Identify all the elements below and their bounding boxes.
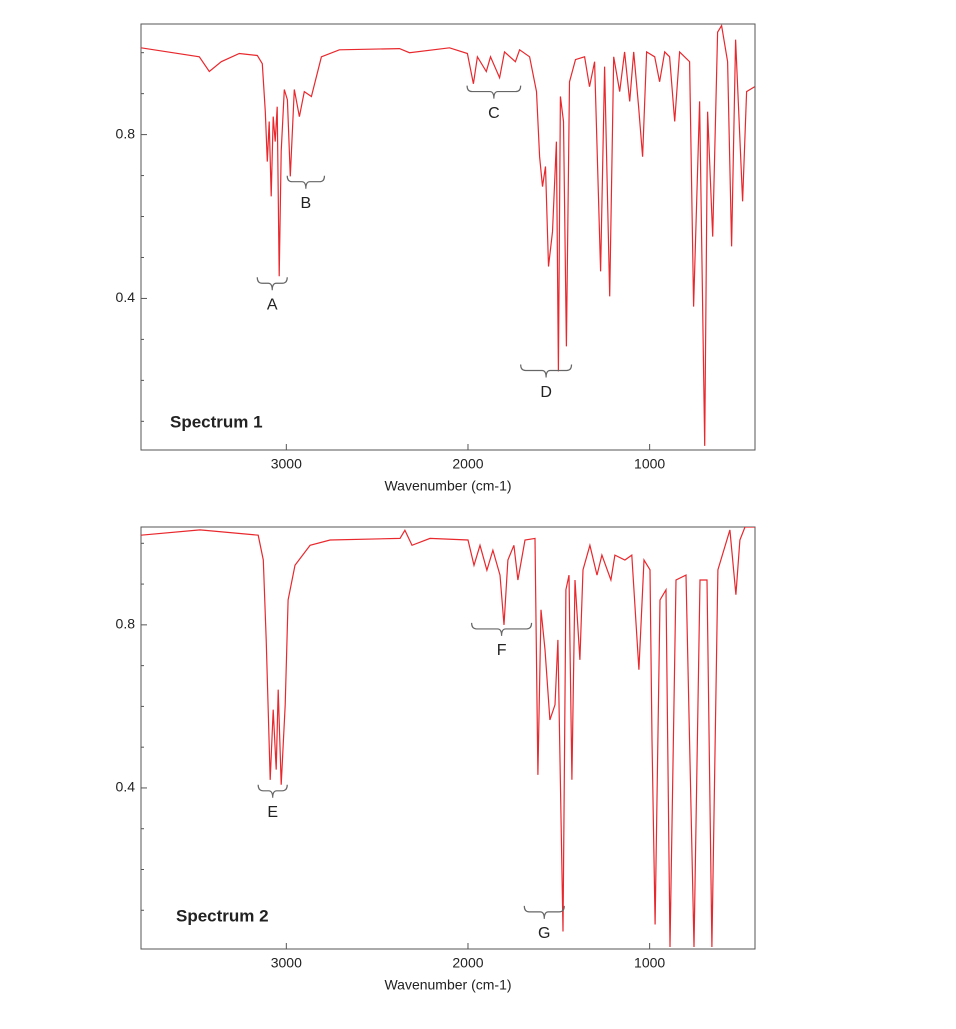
annotation-label: E: [267, 804, 278, 821]
x-tick-label: 3000: [271, 456, 302, 472]
spectrum-panel: 0.4 0.8 3000 2000 1000 Wavenumber (cm-1) Spect…: [116, 526, 756, 993]
x-tick-label: 1000: [634, 955, 665, 971]
plot-frame: [140, 23, 756, 451]
y-tick-label: 0.8: [116, 125, 136, 141]
annotation-label: A: [267, 297, 278, 314]
spectrum-line: [141, 527, 755, 948]
x-tick-label: 2000: [452, 955, 483, 971]
annotation-label: F: [497, 642, 507, 659]
spectrum-title: Spectrum 2: [176, 906, 269, 925]
plot-frame: [140, 526, 756, 950]
y-tick-label: 0.4: [116, 779, 136, 795]
annotation-bracket: [466, 85, 522, 99]
x-tick-label: 3000: [271, 955, 302, 971]
x-axis-label: Wavenumber (cm-1): [384, 478, 511, 494]
annotation-bracket: [257, 784, 288, 798]
y-tick-label: 0.8: [116, 616, 136, 632]
annotation-bracket: [286, 175, 326, 189]
spectrum-line: [141, 24, 755, 446]
x-tick-label: 1000: [634, 456, 665, 472]
spectrum-title: Spectrum 1: [170, 412, 263, 431]
annotation-label: D: [540, 384, 552, 401]
x-tick-label: 2000: [452, 456, 483, 472]
spectrum-panel: 0.4 0.8 3000 2000 1000 Wavenumber (cm-1) Spect…: [116, 23, 756, 494]
y-tick-label: 0.4: [116, 289, 136, 305]
annotation-label: G: [538, 925, 550, 942]
x-axis-label: Wavenumber (cm-1): [384, 977, 511, 993]
annotation-bracket: [256, 277, 288, 291]
annotation-label: C: [488, 105, 500, 122]
annotation-label: B: [301, 195, 312, 212]
annotation-bracket: [520, 364, 573, 378]
annotation-bracket: [523, 905, 565, 919]
annotation-bracket: [471, 622, 533, 636]
